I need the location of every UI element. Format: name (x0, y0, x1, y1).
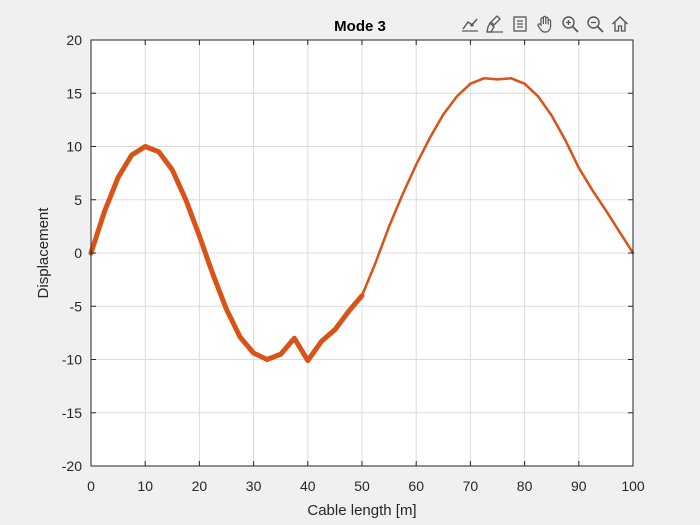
y-tick-label: 10 (66, 139, 82, 155)
x-tick-label: 80 (517, 478, 533, 494)
zoom-in-icon (562, 16, 579, 33)
home-button[interactable] (608, 12, 632, 36)
series-line-thin (360, 77, 635, 297)
zoom-out-icon (587, 16, 604, 33)
x-tick-label: 20 (192, 478, 208, 494)
x-tick-label: 50 (354, 478, 370, 494)
brush-icon (486, 15, 503, 33)
x-tick-label: 0 (87, 478, 95, 494)
x-tick-label: 100 (621, 478, 645, 494)
legend-icon (513, 16, 527, 32)
x-tick-label: 70 (463, 478, 479, 494)
data-tips-icon (462, 18, 478, 32)
legend-button[interactable] (508, 12, 532, 36)
axes-toolbar (458, 12, 632, 36)
series-line-thick (88, 144, 365, 364)
zoom-in-button[interactable] (558, 12, 582, 36)
y-ticks: -20 -15 -10 -5 0 5 10 15 20 (62, 32, 633, 474)
y-tick-label: -5 (70, 298, 83, 314)
x-tick-label: 30 (246, 478, 262, 494)
x-tick-label: 40 (300, 478, 316, 494)
home-icon (612, 16, 628, 32)
chart-title: Mode 3 (334, 18, 386, 35)
pan-icon (537, 15, 552, 33)
y-tick-label: 0 (74, 245, 82, 261)
y-axis-label: Displacement (35, 207, 52, 299)
x-tick-label: 10 (137, 478, 153, 494)
y-tick-label: -10 (62, 352, 82, 368)
y-tick-label: -15 (62, 405, 82, 421)
y-tick-label: 20 (66, 32, 82, 48)
y-tick-label: 15 (66, 85, 82, 101)
x-tick-label: 60 (408, 478, 424, 494)
y-tick-label: -20 (62, 458, 82, 474)
y-tick-label: 5 (74, 192, 82, 208)
zoom-out-button[interactable] (583, 12, 607, 36)
data-tips-button[interactable] (458, 12, 482, 36)
x-tick-label: 90 (571, 478, 587, 494)
plot-lines (88, 77, 635, 364)
pan-button[interactable] (533, 12, 557, 36)
x-ticks: 0 10 20 30 40 50 60 70 80 90 100 (87, 40, 645, 494)
x-axis-label: Cable length [m] (307, 502, 416, 519)
brush-button[interactable] (483, 12, 507, 36)
